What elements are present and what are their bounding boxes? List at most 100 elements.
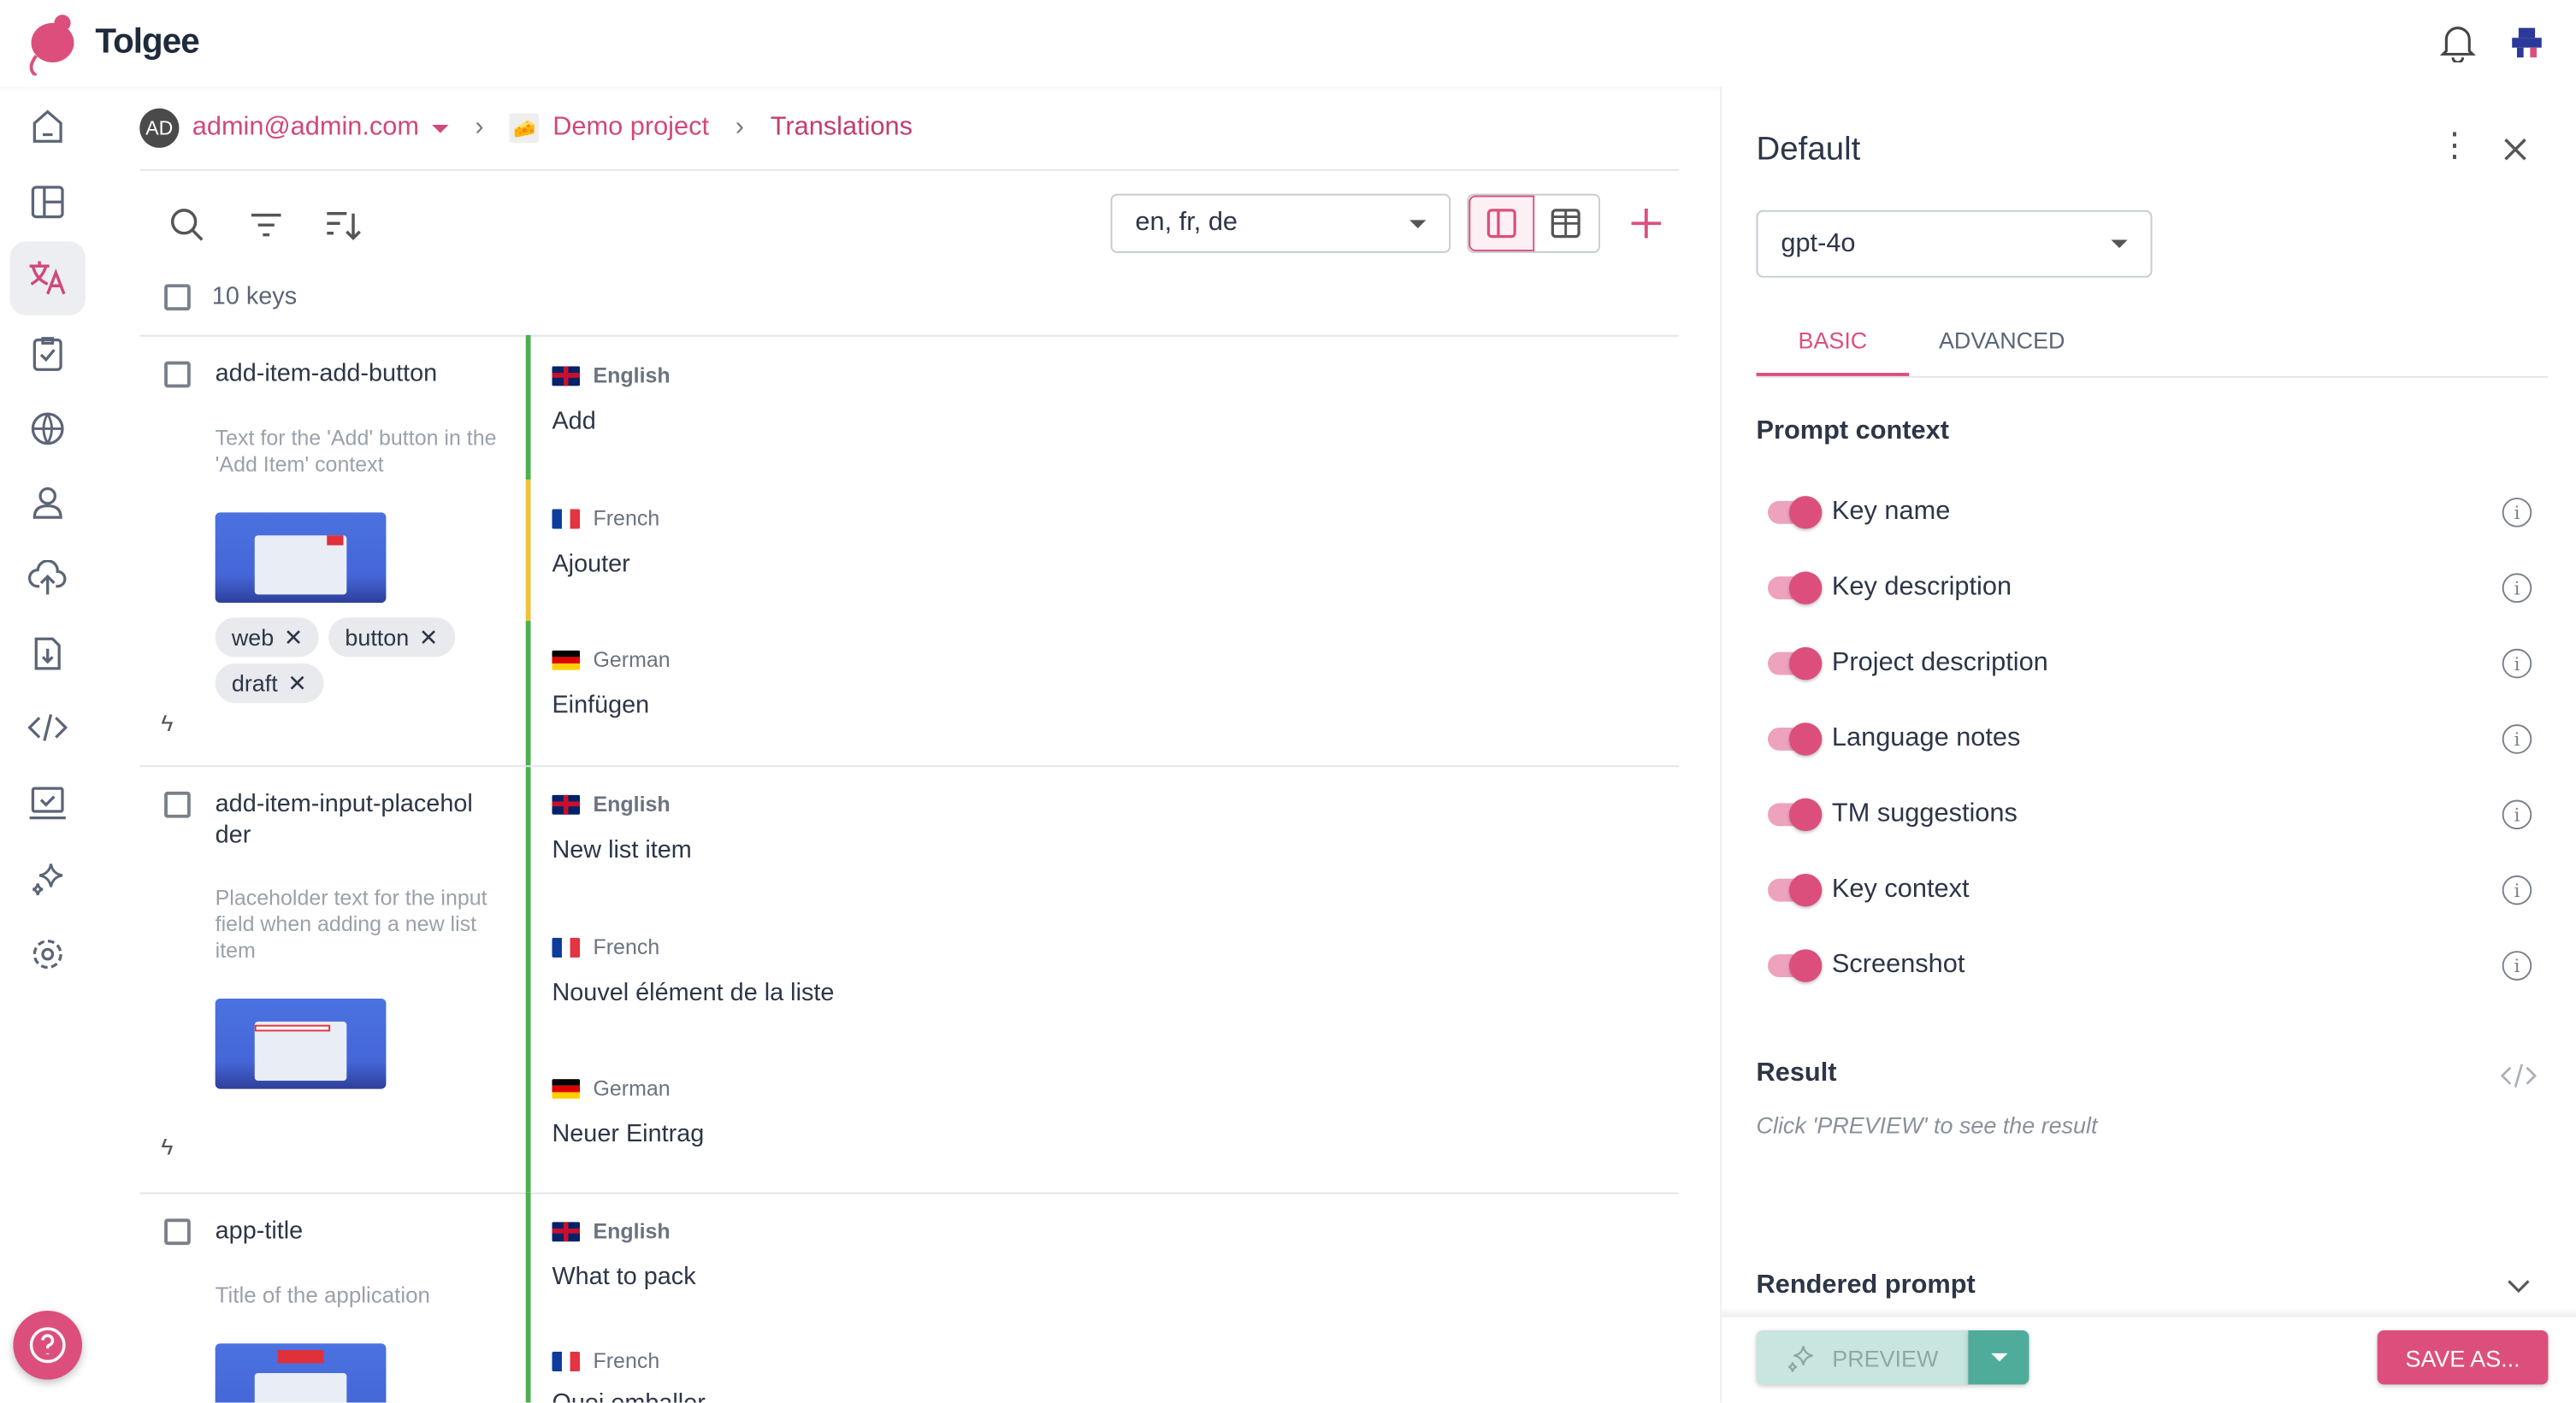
state-bar-translated <box>525 334 531 480</box>
language-label: English <box>552 363 671 387</box>
de-flag-icon <box>552 1078 581 1099</box>
preview-options-button[interactable] <box>1968 1330 2029 1385</box>
sidebar-item-languages[interactable] <box>23 404 73 454</box>
select-all-checkbox[interactable] <box>164 284 191 311</box>
close-icon[interactable] <box>2502 136 2529 162</box>
key-name[interactable]: app-title <box>215 1217 304 1246</box>
remove-tag-icon[interactable]: ✕ <box>283 623 304 650</box>
sidebar-item-integrate[interactable] <box>23 779 73 828</box>
screenshot-thumbnail[interactable] <box>215 998 387 1089</box>
tab-advanced[interactable]: ADVANCED <box>1938 327 2065 354</box>
sparkles-icon <box>32 864 63 896</box>
dashboard-icon <box>31 186 64 219</box>
sidebar-item-translations[interactable] <box>23 253 73 303</box>
key-checkbox[interactable] <box>164 791 191 818</box>
breadcrumb-project[interactable]: Demo project <box>552 113 710 142</box>
filter-icon[interactable] <box>246 205 286 245</box>
add-key-icon[interactable] <box>1628 205 1664 241</box>
search-icon[interactable] <box>168 205 207 245</box>
sidebar-item-developer[interactable] <box>23 703 73 752</box>
sidebar-item-tasks[interactable] <box>23 328 73 378</box>
sort-icon[interactable] <box>323 205 363 245</box>
remove-tag-icon[interactable]: ✕ <box>287 669 307 696</box>
screenshot-toggle[interactable] <box>1767 949 1823 982</box>
user-avatar[interactable] <box>2508 25 2544 61</box>
remove-tag-icon[interactable]: ✕ <box>418 623 439 650</box>
info-icon[interactable]: i <box>2502 573 2532 604</box>
chevron-down-icon[interactable] <box>432 124 449 133</box>
key-checkbox[interactable] <box>164 1218 191 1246</box>
translation-text[interactable]: Quoi emballer <box>552 1389 705 1402</box>
more-options-icon[interactable]: ⋮ <box>2437 127 2472 165</box>
lightning-icon[interactable]: ϟ <box>161 709 174 736</box>
rendered-prompt-title[interactable]: Rendered prompt <box>1756 1270 1976 1300</box>
sidebar-item-members[interactable] <box>23 478 73 528</box>
side-panel-icon <box>1486 209 1516 239</box>
keys-count: 10 keys <box>211 282 298 311</box>
tab-basic[interactable]: BASIC <box>1798 327 1868 354</box>
info-icon[interactable]: i <box>2502 724 2532 754</box>
info-icon[interactable]: i <box>2502 498 2532 528</box>
key-context-toggle[interactable] <box>1767 873 1823 907</box>
language-select-value: en, fr, de <box>1135 208 1238 237</box>
key-checkbox[interactable] <box>164 361 191 388</box>
uk-flag-icon <box>552 793 581 814</box>
translation-text[interactable]: Neuer Eintrag <box>552 1120 705 1148</box>
preview-button[interactable]: PREVIEW <box>1756 1330 1969 1385</box>
tag-draft: draft ✕ <box>215 663 323 704</box>
translation-text[interactable]: Einfügen <box>552 691 650 720</box>
sidebar-item-dashboard[interactable] <box>23 177 73 227</box>
translation-text[interactable]: Nouvel élément de la liste <box>552 978 835 1007</box>
translation-text[interactable]: New list item <box>552 835 692 864</box>
tag-button: button ✕ <box>328 617 455 657</box>
info-icon[interactable]: i <box>2502 648 2532 679</box>
fr-flag-icon <box>552 508 581 528</box>
language-notes-toggle[interactable] <box>1767 722 1823 756</box>
code-icon[interactable] <box>2500 1063 2538 1089</box>
caret-down-icon <box>1990 1353 2007 1362</box>
caret-down-icon <box>1409 219 1427 228</box>
key-name-toggle[interactable] <box>1767 496 1823 529</box>
active-tab-indicator <box>1756 373 1910 376</box>
language-select[interactable]: en, fr, de <box>1110 193 1451 253</box>
key-name[interactable]: add-item-input-placehol der <box>215 790 473 850</box>
save-as-button[interactable]: SAVE AS... <box>2377 1330 2549 1385</box>
list-view-button[interactable] <box>1468 195 1534 251</box>
info-icon[interactable]: i <box>2502 875 2532 905</box>
info-icon[interactable]: i <box>2502 951 2532 981</box>
sidebar-item-projects[interactable] <box>23 102 73 151</box>
table-view-button[interactable] <box>1533 196 1598 251</box>
translation-text[interactable]: Add <box>552 407 596 436</box>
fr-flag-icon <box>552 936 581 957</box>
screenshot-thumbnail[interactable] <box>215 1343 387 1403</box>
translation-text[interactable]: What to pack <box>552 1263 696 1291</box>
translation-text[interactable]: Ajouter <box>552 550 630 579</box>
language-label: English <box>552 1218 671 1243</box>
app-name[interactable]: Tolgee <box>95 22 199 62</box>
key-name[interactable]: add-item-add-button <box>215 359 438 388</box>
key-description-toggle[interactable] <box>1767 571 1823 604</box>
sidebar-item-import[interactable] <box>23 553 73 603</box>
model-select[interactable]: gpt-4o <box>1756 209 2153 278</box>
sidebar-item-export[interactable] <box>23 629 73 679</box>
project-description-toggle[interactable] <box>1767 646 1823 681</box>
info-icon[interactable]: i <box>2502 799 2532 830</box>
sparkles-icon <box>1788 1345 1814 1371</box>
chevron-down-icon[interactable] <box>2506 1276 2532 1296</box>
breadcrumb: AD admin@admin.com › 🧀 Demo project › Tr… <box>139 108 913 148</box>
help-button[interactable] <box>13 1310 83 1380</box>
tolgee-logo-icon[interactable] <box>23 10 79 76</box>
breadcrumb-user[interactable]: admin@admin.com <box>192 113 420 142</box>
lightning-icon[interactable]: ϟ <box>161 1133 174 1160</box>
bell-icon[interactable] <box>2439 23 2476 62</box>
tm-suggestions-toggle[interactable] <box>1767 798 1823 832</box>
model-select-value: gpt-4o <box>1781 228 1856 257</box>
sidebar-active-bg <box>9 241 86 315</box>
sidebar-item-settings[interactable] <box>23 929 73 979</box>
language-label: English <box>552 792 671 816</box>
screenshot-thumbnail[interactable] <box>215 512 387 604</box>
sidebar-item-ai[interactable] <box>23 854 73 904</box>
project-avatar-icon: 🧀 <box>510 113 540 144</box>
breadcrumb-translations[interactable]: Translations <box>770 113 913 142</box>
clipboard-check-icon <box>32 337 62 371</box>
